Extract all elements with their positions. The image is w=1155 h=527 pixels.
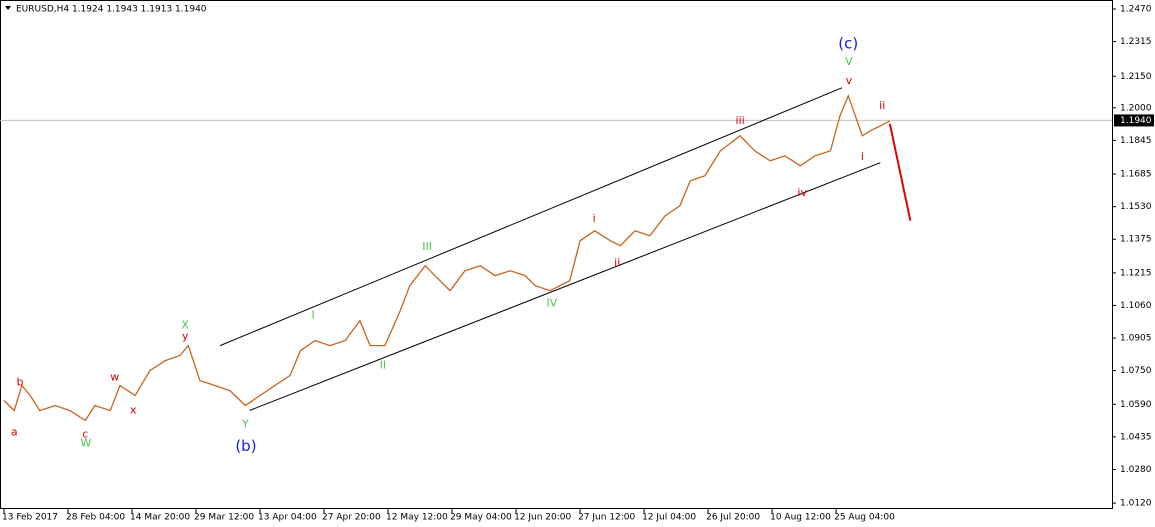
y-tick-label: 1.1375	[1120, 235, 1152, 245]
y-tick-label: 1.0120	[1120, 499, 1152, 509]
trendline	[219, 87, 843, 347]
menu-arrow	[5, 6, 11, 10]
y-tick-label: 1.2000	[1120, 103, 1152, 113]
wave-label: v	[846, 74, 853, 87]
x-tick-label: 12 Jun 20:00	[514, 513, 571, 523]
wave-label: i	[593, 212, 596, 225]
x-tick-label: 29 Mar 12:00	[194, 513, 254, 523]
y-tick-label: 1.2315	[1120, 37, 1152, 47]
trendline	[249, 162, 881, 411]
x-tick-label: 13 Feb 2017	[2, 513, 58, 523]
wave-label: (b)	[235, 437, 256, 455]
x-tick-label: 29 May 04:00	[450, 513, 512, 523]
plot-frame	[0, 0, 1113, 509]
x-tick-label: 26 Jul 20:00	[706, 513, 760, 523]
price-line	[3, 93, 891, 422]
y-tick-label: 1.2470	[1120, 4, 1152, 14]
x-tick-label: 27 Jun 12:00	[578, 513, 635, 523]
wave-label: y	[182, 330, 189, 343]
y-tick-label: 1.1685	[1120, 170, 1152, 180]
y-tick-label: 1.1845	[1120, 136, 1152, 146]
y-tick-label: 1.0280	[1120, 465, 1152, 475]
x-tick-label: 14 Mar 20:00	[130, 513, 190, 523]
wave-label: c	[82, 428, 88, 441]
wave-label: IV	[547, 297, 558, 310]
wave-label: W	[80, 436, 91, 449]
wave-label: II	[380, 359, 387, 372]
x-tick-label: 13 Apr 04:00	[258, 513, 317, 523]
last-price-box	[1114, 114, 1154, 127]
wave-label: I	[312, 309, 315, 322]
wave-label: Y	[241, 417, 249, 430]
x-tick-label: 25 Aug 04:00	[834, 513, 895, 523]
wave-label: ii	[614, 256, 620, 269]
wave-label: x	[130, 403, 137, 416]
wave-label: ii	[879, 99, 885, 112]
y-tick-label: 1.1215	[1120, 268, 1152, 278]
y-tick-label: 1.1530	[1120, 202, 1152, 212]
chart-title: EURUSD,H4 1.1924 1.1943 1.1913 1.1940	[16, 5, 207, 15]
wave-label: X	[181, 319, 189, 332]
x-tick-label: 27 Apr 20:00	[322, 513, 381, 523]
last-price-label: 1.1940	[1120, 116, 1152, 126]
x-tick-label: 10 Aug 12:00	[770, 513, 831, 523]
wave-label: (c)	[838, 34, 858, 52]
x-tick-label: 12 Jul 04:00	[642, 513, 696, 523]
wave-label: b	[17, 376, 24, 389]
y-tick-label: 1.0750	[1120, 366, 1152, 376]
wave-label: iv	[797, 186, 807, 199]
y-tick-label: 1.0590	[1120, 400, 1152, 410]
wave-label: i	[861, 150, 864, 163]
wave-label: a	[11, 425, 18, 438]
y-tick-label: 1.0905	[1120, 334, 1152, 344]
wave-label: w	[110, 371, 119, 384]
x-tick-label: 12 May 12:00	[386, 513, 448, 523]
wave-label: iii	[736, 114, 745, 127]
x-tick-label: 28 Feb 04:00	[66, 513, 125, 523]
y-tick-label: 1.2150	[1120, 72, 1152, 82]
wave-label: V	[845, 55, 853, 68]
y-tick-label: 1.1060	[1120, 301, 1152, 311]
trendline	[888, 123, 912, 221]
y-tick-label: 1.0435	[1120, 432, 1152, 442]
wave-label: III	[422, 240, 432, 253]
